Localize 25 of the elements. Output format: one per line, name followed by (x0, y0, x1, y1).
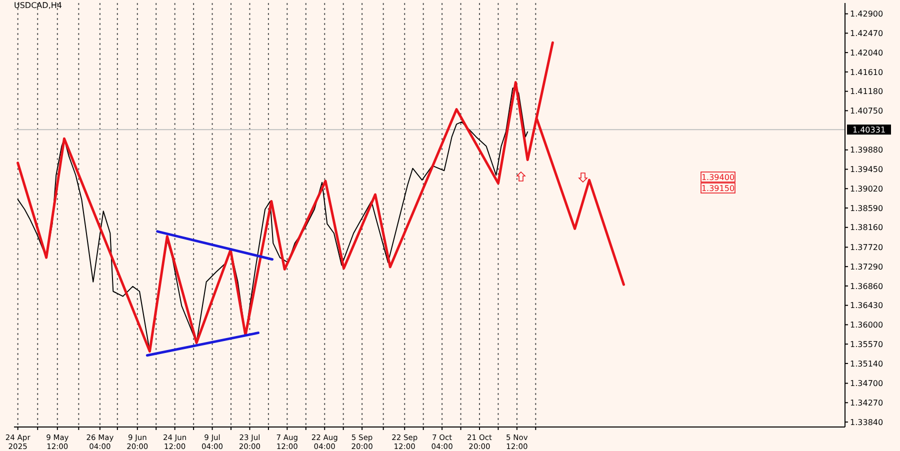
y-tick-label: 1.39450 (850, 165, 884, 174)
y-tick-label: 1.36860 (850, 282, 884, 291)
chart-title: USDCAD,H4 (14, 1, 62, 10)
annotation: 1.39150 (701, 184, 735, 193)
y-tick-label: 1.35140 (850, 359, 884, 368)
y-tick-label: 1.42470 (850, 29, 884, 38)
ref-line-label: 1.40331 (852, 126, 886, 135)
y-tick-label: 1.39020 (850, 184, 884, 194)
y-tick-label: 1.41610 (850, 68, 884, 77)
y-tick-label: 1.40750 (850, 106, 884, 116)
y-tick-label: 1.38160 (850, 223, 884, 232)
y-tick-label: 1.35570 (850, 340, 884, 349)
y-tick-label: 1.41180 (850, 87, 884, 96)
annotation: 1.39400 (701, 173, 735, 182)
y-tick-label: 1.34270 (850, 398, 884, 408)
y-tick-label: 1.37720 (850, 243, 884, 252)
y-tick-label: 1.38590 (850, 204, 884, 213)
y-tick-label: 1.36430 (850, 301, 884, 310)
y-tick-label: 1.39880 (850, 146, 884, 155)
y-tick-label: 1.37290 (850, 262, 884, 272)
y-tick-label: 1.42040 (850, 48, 884, 58)
y-tick-label: 1.42900 (850, 10, 884, 19)
y-tick-label: 1.36000 (850, 320, 884, 330)
y-tick-label: 1.34700 (850, 379, 884, 388)
y-tick-label: 1.33840 (850, 418, 884, 427)
